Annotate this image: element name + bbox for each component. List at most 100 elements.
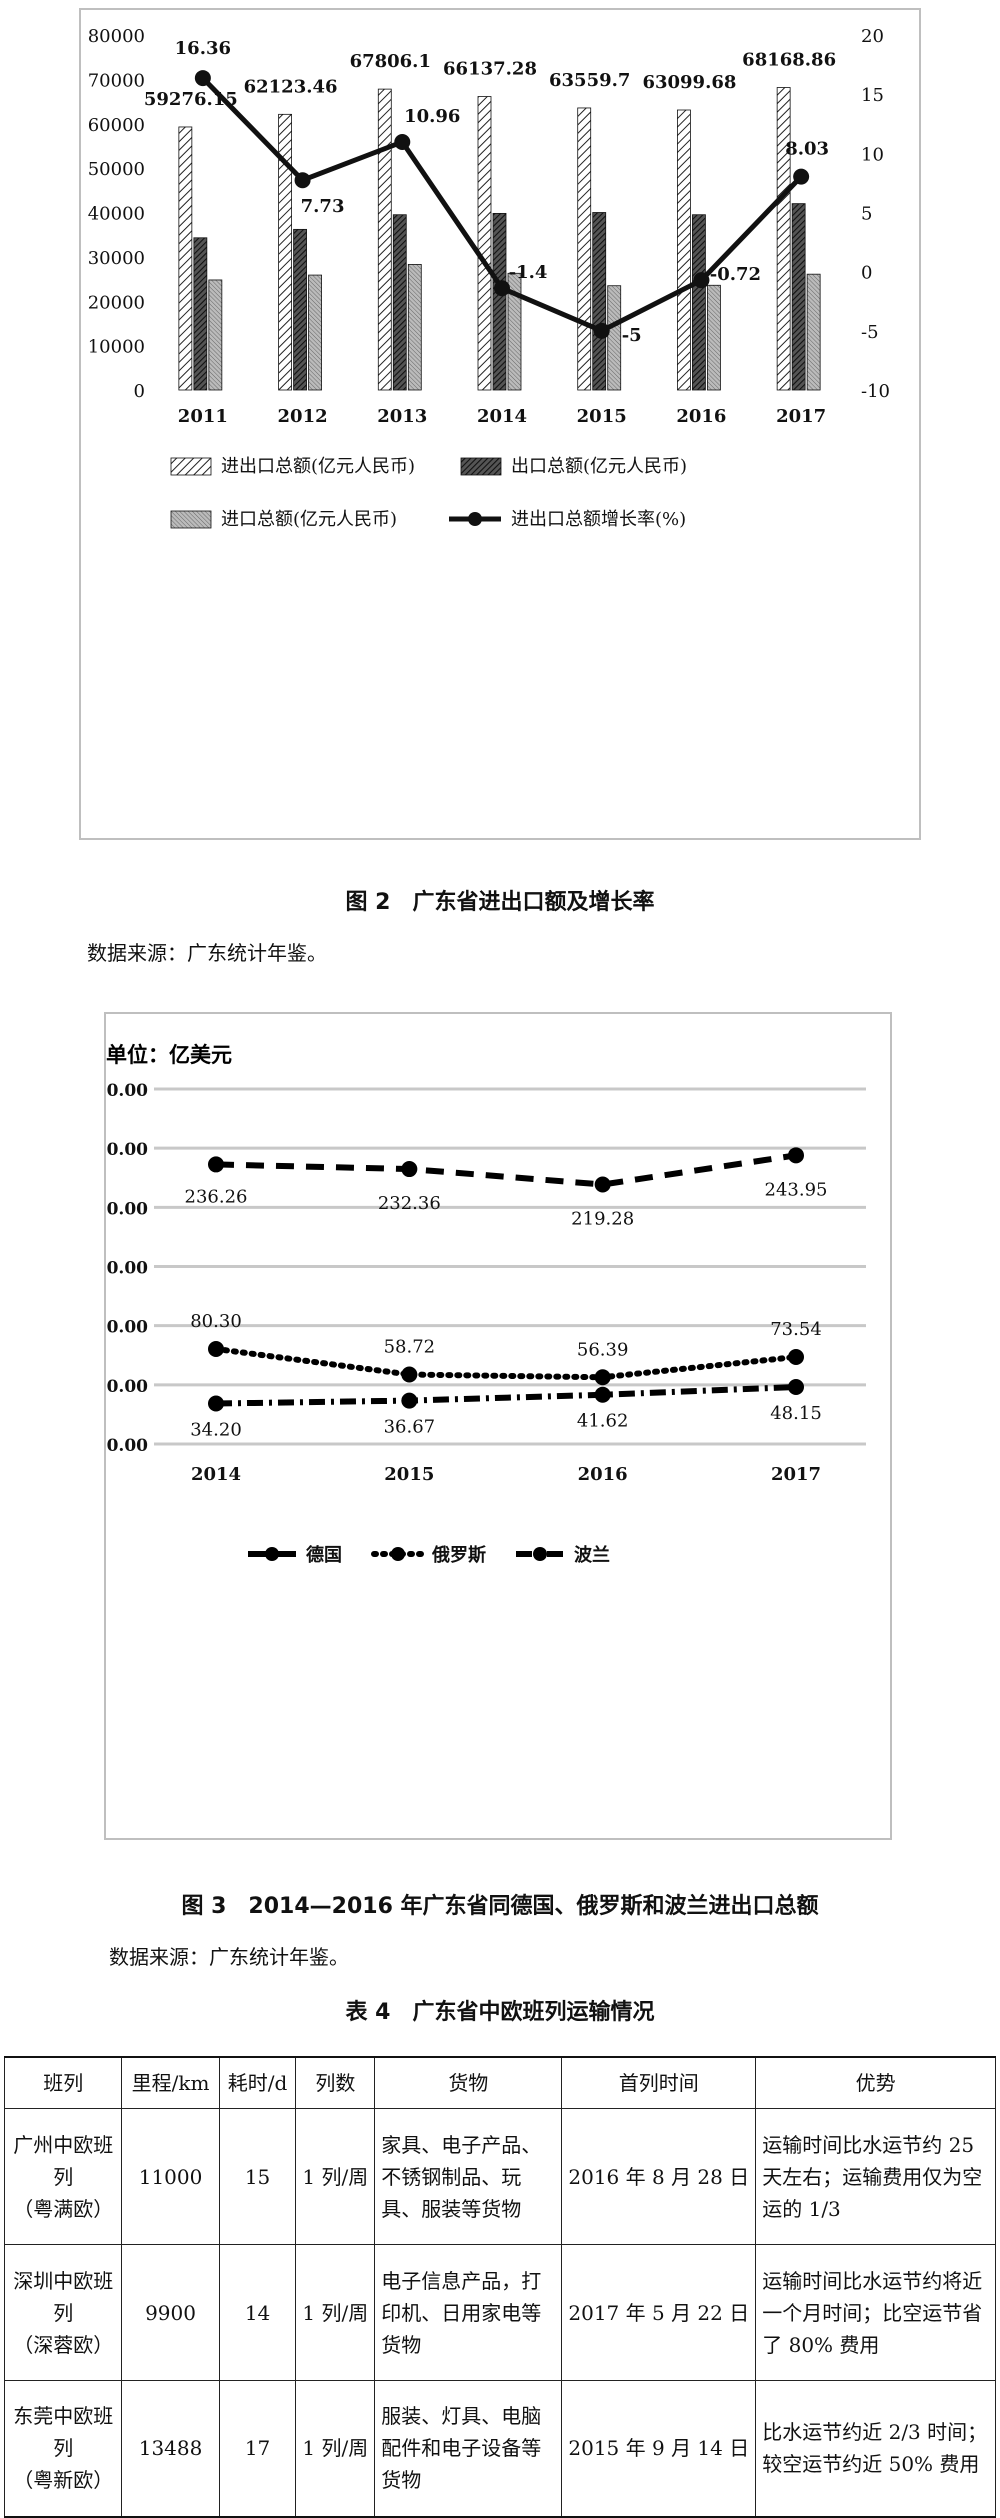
growth-rate-point [693,272,710,289]
data-label: 232.36 [378,1193,441,1214]
cell-cargo: 服装、灯具、电脑配件和电子设备等货物 [374,2380,563,2518]
trade-bar-line-chart: 0 10000 20000 30000 40000 50000 60000 70000 8000… [88,26,890,530]
cell-advantage: 运输时间比水运节约将近一个月时间；比空运节省了 80% 费用 [755,2244,996,2381]
x-tick-label: 2014 [477,406,527,427]
header-frequency: 列数 [295,2056,376,2109]
cell-cargo: 电子信息产品，打印机、日用家电等货物 [374,2244,563,2381]
data-label: 48.15 [770,1403,822,1424]
y-tick-right: 0 [861,263,872,284]
data-label-growth: 7.73 [301,196,345,217]
data-label: 56.39 [577,1339,629,1360]
bar-export [592,212,607,391]
header-train: 班列 [3,2056,123,2109]
chart-unit-label: 单位：亿美元 [106,1042,232,1067]
bar-total [577,107,592,391]
y-tick-left: 60000 [88,115,145,136]
y-tick-right: 20 [861,26,884,47]
cell-frequency: 1 列/周 [295,2108,376,2245]
series-line-2 [215,1384,797,1407]
data-label: 58.72 [384,1337,436,1358]
legend-label: 俄罗斯 [431,1544,486,1566]
header-advantage: 优势 [755,2056,996,2109]
y-tick-left: 50000 [88,159,145,180]
data-label-total: 66137.28 [443,59,537,80]
bar-export [791,203,806,391]
cell-train: 广州中欧班列 （粤满欧） [3,2108,123,2245]
y-tick-left: 10000 [88,337,145,358]
data-label-growth: -1.4 [509,262,548,283]
bar-import [607,285,622,391]
data-label: 236.26 [185,1186,248,1207]
y-tick-label: 250.00 [106,1140,148,1160]
series-point [788,1348,804,1365]
series-point [401,1392,418,1409]
header-distance: 里程/km [121,2056,220,2109]
y-tick-right: 5 [861,204,872,225]
partner-trade-line-chart: 单位：亿美元 0.00 50.00 100.00 150.00 200.00 250.00… [83,1042,866,1566]
figure-2-caption: 图 2 广东省进出口额及增长率 [345,890,655,915]
series-point [401,1161,418,1178]
series-line-0 [215,1152,797,1188]
legend-swatch-point [533,1547,547,1561]
series-point [208,1395,224,1412]
data-label-total: 67806.1 [350,51,431,72]
header-cargo: 货物 [374,2056,563,2109]
data-label: 243.95 [765,1179,828,1200]
data-label-total: 63099.68 [642,72,736,93]
bar-total [278,113,292,391]
y-tick-left: 70000 [88,70,145,91]
bar-export [392,214,407,391]
y-tick-left: 30000 [88,248,145,269]
legend-label: 波兰 [574,1544,610,1566]
cell-train: 深圳中欧班列 （深蓉欧） [3,2244,123,2381]
growth-rate-point [394,133,411,150]
header-first-date: 首列时间 [561,2056,757,2109]
legend-swatch [170,510,212,529]
train-alias: （粤满欧） [13,2196,114,2221]
bar-export [293,228,307,391]
bar-total [477,96,492,391]
y-tick-left: 40000 [88,204,145,225]
cell-distance: 11000 [121,2108,220,2245]
bar-import [308,274,322,391]
y-tick-label: 100.00 [106,1318,148,1338]
y-tick-right: 10 [861,144,884,165]
growth-rate-point [494,280,510,297]
cell-distance: 9900 [121,2244,220,2381]
bar-import [208,279,223,391]
data-label-growth: 8.03 [785,139,829,160]
data-label: 36.67 [384,1417,436,1438]
cell-first-date: 2017 年 5 月 22 日 [561,2244,757,2381]
table-4-title: 表 4 广东省中欧班列运输情况 [345,2000,655,2025]
y-tick-label: 200.00 [106,1199,148,1219]
train-name: 深圳中欧班列 [13,2268,114,2325]
y-tick-label: 50.00 [106,1377,148,1397]
data-label: 41.62 [577,1411,629,1432]
y-tick-left: 80000 [88,26,145,47]
growth-rate-point [194,70,211,87]
bar-export [692,214,706,391]
x-tick-label: 2016 [578,1464,628,1485]
bar-export [492,212,507,391]
figure-3-caption: 图 3 2014—2016 年广东省同德国、俄罗斯和波兰进出口总额 [181,1894,819,1919]
legend-swatch-point [391,1547,405,1561]
table-row: 广州中欧班列 （粤满欧） 11000 15 1 列/周 家具、电子产品、不锈钢制品… [3,2108,996,2245]
series-point [594,1386,611,1403]
cell-cargo: 家具、电子产品、不锈钢制品、玩具、服装等货物 [374,2108,563,2245]
cell-days: 17 [218,2380,297,2518]
cell-distance: 13488 [121,2380,220,2518]
cell-advantage: 比水运节约近 2/3 时间；较空运节约近 50% 费用 [755,2380,996,2518]
legend-swatch-point [265,1547,279,1561]
series-point [208,1156,224,1173]
growth-rate-point [793,168,810,185]
legend-label: 进出口总额(亿元人民币) [221,456,415,477]
y-tick-label: 300.00 [106,1081,148,1101]
series-point [788,1379,804,1396]
cell-advantage: 运输时间比水运节约 25 天左右；运输费用仅为空运的 1/3 [755,2108,996,2245]
y-tick-right: -5 [861,322,879,343]
x-tick-label: 2013 [377,406,427,427]
bar-import [407,264,422,391]
figure-2-chart: 0 10000 20000 30000 40000 50000 60000 70000 8000… [79,8,921,840]
header-days: 耗时/d [218,2056,297,2109]
bar-export [193,237,208,391]
